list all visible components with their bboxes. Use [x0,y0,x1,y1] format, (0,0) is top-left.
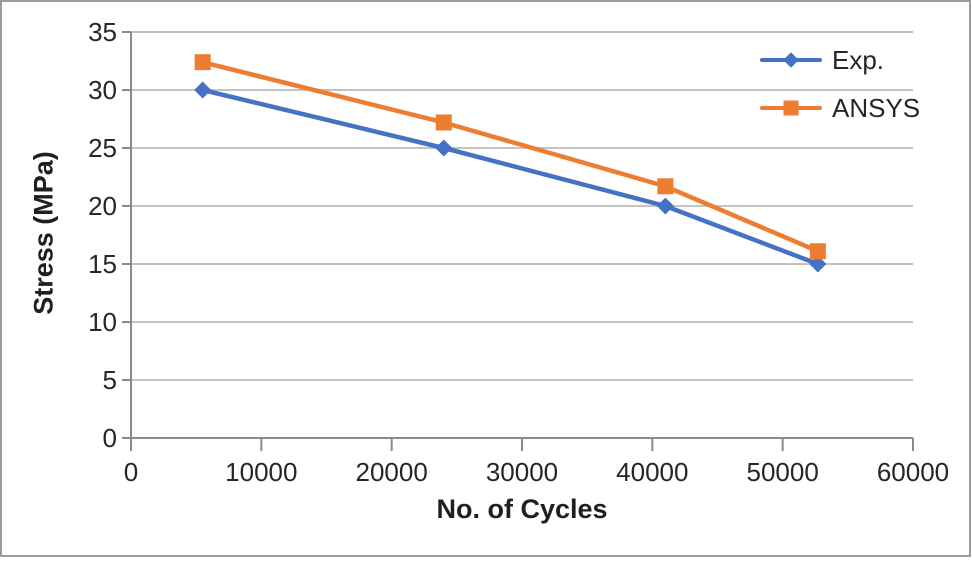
legend-label-ansys: ANSYS [832,93,921,123]
series-line-ansys [200,59,821,254]
data-point-square [809,243,826,260]
x-tick-label: 40000 [616,457,688,487]
y-tick-label: 20 [88,191,117,221]
y-tick-label: 5 [103,365,117,395]
x-tick-label: 30000 [486,457,558,487]
legend-sample-ansys [760,92,822,124]
series-line-exp [200,87,821,267]
data-point-diamond [435,139,453,157]
legend-item-ansys: ANSYS [760,92,920,124]
diamond-marker-icon [783,52,799,68]
y-tick-label: 35 [88,17,117,47]
data-point-square [194,54,211,71]
data-point-square [657,178,674,195]
x-tick-label: 50000 [747,457,819,487]
x-tick-label: 0 [124,457,138,487]
legend-sample-exp [760,44,822,76]
legend-item-exp: Exp. [760,44,920,76]
y-tick-label: 25 [88,133,117,163]
data-point-diamond [809,255,827,273]
y-axis-title: Stress (MPa) [28,151,59,315]
square-marker-icon [783,100,799,116]
legend-label-exp: Exp. [832,45,885,75]
x-tick-label: 60000 [877,457,949,487]
y-tick-label: 15 [88,249,117,279]
y-tick-label: 30 [88,75,117,105]
x-tick-label: 20000 [356,457,428,487]
data-point-square [435,114,452,131]
legend: Exp. ANSYS [760,44,920,140]
data-point-diamond [194,81,212,99]
y-tick-label: 0 [103,423,117,453]
y-tick-label: 10 [88,307,117,337]
x-tick-label: 10000 [225,457,297,487]
x-axis-title: No. of Cycles [436,494,608,524]
data-point-diamond [656,197,674,215]
